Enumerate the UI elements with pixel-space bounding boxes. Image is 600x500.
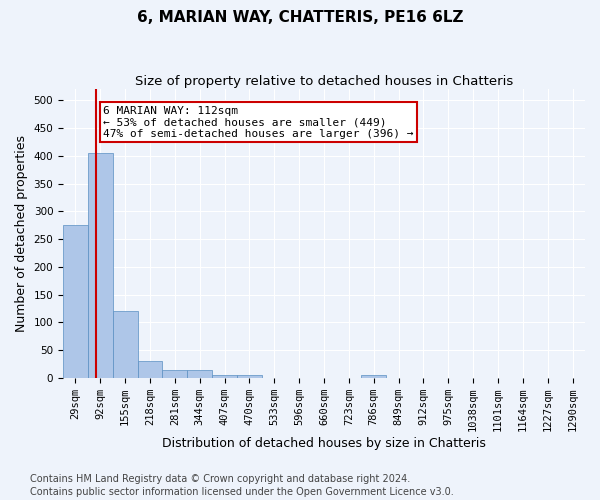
Bar — [137, 362, 163, 378]
Title: Size of property relative to detached houses in Chatteris: Size of property relative to detached ho… — [135, 75, 513, 88]
Bar — [113, 312, 137, 378]
Bar — [361, 375, 386, 378]
Y-axis label: Number of detached properties: Number of detached properties — [15, 135, 28, 332]
Text: Contains public sector information licensed under the Open Government Licence v3: Contains public sector information licen… — [30, 487, 454, 497]
X-axis label: Distribution of detached houses by size in Chatteris: Distribution of detached houses by size … — [162, 437, 486, 450]
Text: 6 MARIAN WAY: 112sqm
← 53% of detached houses are smaller (449)
47% of semi-deta: 6 MARIAN WAY: 112sqm ← 53% of detached h… — [103, 106, 414, 139]
Bar — [187, 370, 212, 378]
Bar — [237, 375, 262, 378]
Bar — [163, 370, 187, 378]
Bar — [63, 225, 88, 378]
Text: 6, MARIAN WAY, CHATTERIS, PE16 6LZ: 6, MARIAN WAY, CHATTERIS, PE16 6LZ — [137, 10, 463, 25]
Text: Contains HM Land Registry data © Crown copyright and database right 2024.: Contains HM Land Registry data © Crown c… — [30, 474, 410, 484]
Bar — [88, 153, 113, 378]
Bar — [212, 375, 237, 378]
